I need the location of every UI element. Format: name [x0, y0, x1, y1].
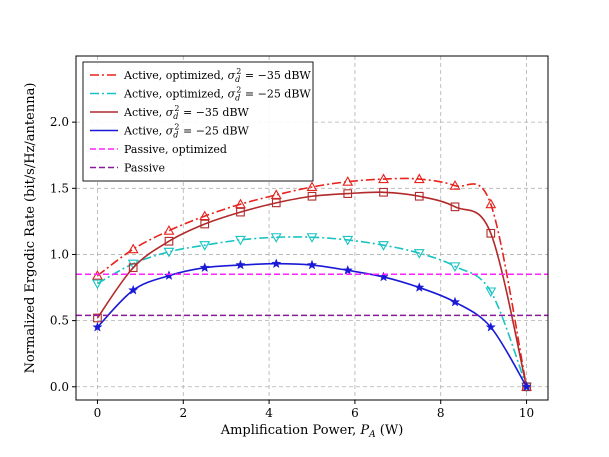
- data-point: [378, 173, 389, 184]
- y-tick-label: 1.5: [50, 181, 69, 195]
- x-axis-label-suffix: (W): [376, 423, 404, 438]
- data-point: [449, 262, 461, 272]
- legend-entry: Active, optimized, σd2 = −25 dBW: [90, 86, 311, 103]
- data-point: [92, 270, 103, 280]
- x-tick-label: 2: [179, 406, 187, 420]
- legend-label: Active, σd2 = −25 dBW: [123, 123, 250, 140]
- legend-label: Active, σd2 = −35 dBW: [123, 104, 250, 121]
- series-line: [96, 262, 528, 388]
- data-point: [163, 225, 175, 235]
- data-point: [413, 173, 425, 184]
- data-point: [307, 191, 317, 201]
- data-point: [270, 189, 282, 199]
- data-point: [93, 313, 102, 323]
- data-point: [306, 181, 318, 192]
- legend-entry: Active, σd2 = −25 dBW: [90, 123, 250, 140]
- data-point: [450, 202, 460, 212]
- data-point: [342, 235, 354, 246]
- data-point: [486, 228, 496, 238]
- data-point: [92, 279, 103, 290]
- series-4: [92, 258, 532, 392]
- legend-label: Active, optimized, σd2 = −25 dBW: [123, 86, 311, 103]
- data-point: [485, 198, 497, 209]
- x-axis-label: Amplification Power, PA (W): [220, 423, 404, 440]
- series-line: [96, 191, 528, 387]
- data-point: [378, 271, 389, 282]
- data-point: [342, 176, 354, 186]
- data-point: [128, 284, 139, 295]
- data-point: [306, 233, 318, 243]
- data-point: [199, 262, 210, 273]
- legend-label: Active, optimized, σd2 = −35 dBW: [123, 67, 311, 84]
- grid: [76, 56, 548, 400]
- data-point: [235, 198, 246, 209]
- data-point: [271, 198, 281, 208]
- data-point: [200, 219, 210, 229]
- data-point: [485, 287, 497, 298]
- x-axis-label-subscript: A: [368, 430, 376, 440]
- data-point: [414, 282, 425, 292]
- y-tick-label: 2.0: [50, 115, 69, 129]
- data-point: [521, 381, 532, 392]
- data-point: [413, 249, 425, 259]
- data-point: [271, 258, 282, 269]
- x-tick-label: 6: [351, 406, 359, 420]
- x-tick-label: 10: [519, 406, 534, 420]
- data-point: [163, 247, 175, 258]
- x-tick-label: 0: [94, 406, 102, 420]
- series-3: [93, 187, 531, 392]
- legend-entry: Passive: [90, 162, 165, 175]
- data-point: [199, 210, 211, 221]
- series-line: [97, 236, 528, 388]
- data-point: [92, 321, 103, 332]
- data-point: [342, 264, 353, 275]
- series-1: [92, 173, 532, 391]
- legend-entry: Active, σd2 = −35 dBW: [90, 104, 250, 121]
- data-point: [379, 187, 388, 197]
- legend-entry: Active, optimized, σd2 = −35 dBW: [90, 67, 311, 84]
- legend: Active, optimized, σd2 = −35 dBW Active, …: [82, 61, 314, 182]
- series-2: [92, 233, 532, 393]
- x-axis-label-symbol: P: [359, 423, 369, 438]
- x-tick-label: 4: [265, 406, 273, 420]
- legend-label: Passive: [124, 162, 165, 175]
- legend-label: Passive, optimized: [124, 143, 227, 156]
- data-point: [236, 207, 245, 217]
- data-point: [235, 235, 246, 246]
- data-point: [485, 321, 496, 332]
- data-point: [128, 263, 138, 273]
- data-point: [414, 191, 424, 201]
- x-axis-label-prefix: Amplification Power,: [220, 423, 361, 438]
- y-axis-label: Normalized Ergodic Rate (bit/s/Hz/antenn…: [23, 83, 38, 374]
- data-point: [449, 296, 461, 307]
- data-point: [163, 270, 175, 280]
- data-point: [449, 180, 461, 190]
- series-line: [96, 177, 528, 387]
- legend-entry: Passive, optimized: [90, 143, 227, 156]
- plot-area: [76, 173, 548, 393]
- ticks: 0 2 4 6 8 10 0.0 0.5 1.0 1.5 2.0: [50, 115, 534, 420]
- legend-box: [82, 61, 314, 182]
- data-point: [343, 189, 353, 198]
- data-point: [235, 259, 246, 270]
- data-point: [378, 241, 389, 251]
- y-tick-label: 0.5: [50, 314, 69, 328]
- data-point: [164, 236, 174, 246]
- data-point: [199, 241, 211, 251]
- y-tick-label: 1.0: [50, 247, 69, 261]
- data-point: [306, 259, 318, 270]
- axes-frame: [75, 55, 549, 401]
- y-tick-label: 0.0: [50, 380, 69, 394]
- data-point: [127, 243, 139, 254]
- x-tick-label: 8: [437, 406, 445, 420]
- data-point: [270, 233, 282, 243]
